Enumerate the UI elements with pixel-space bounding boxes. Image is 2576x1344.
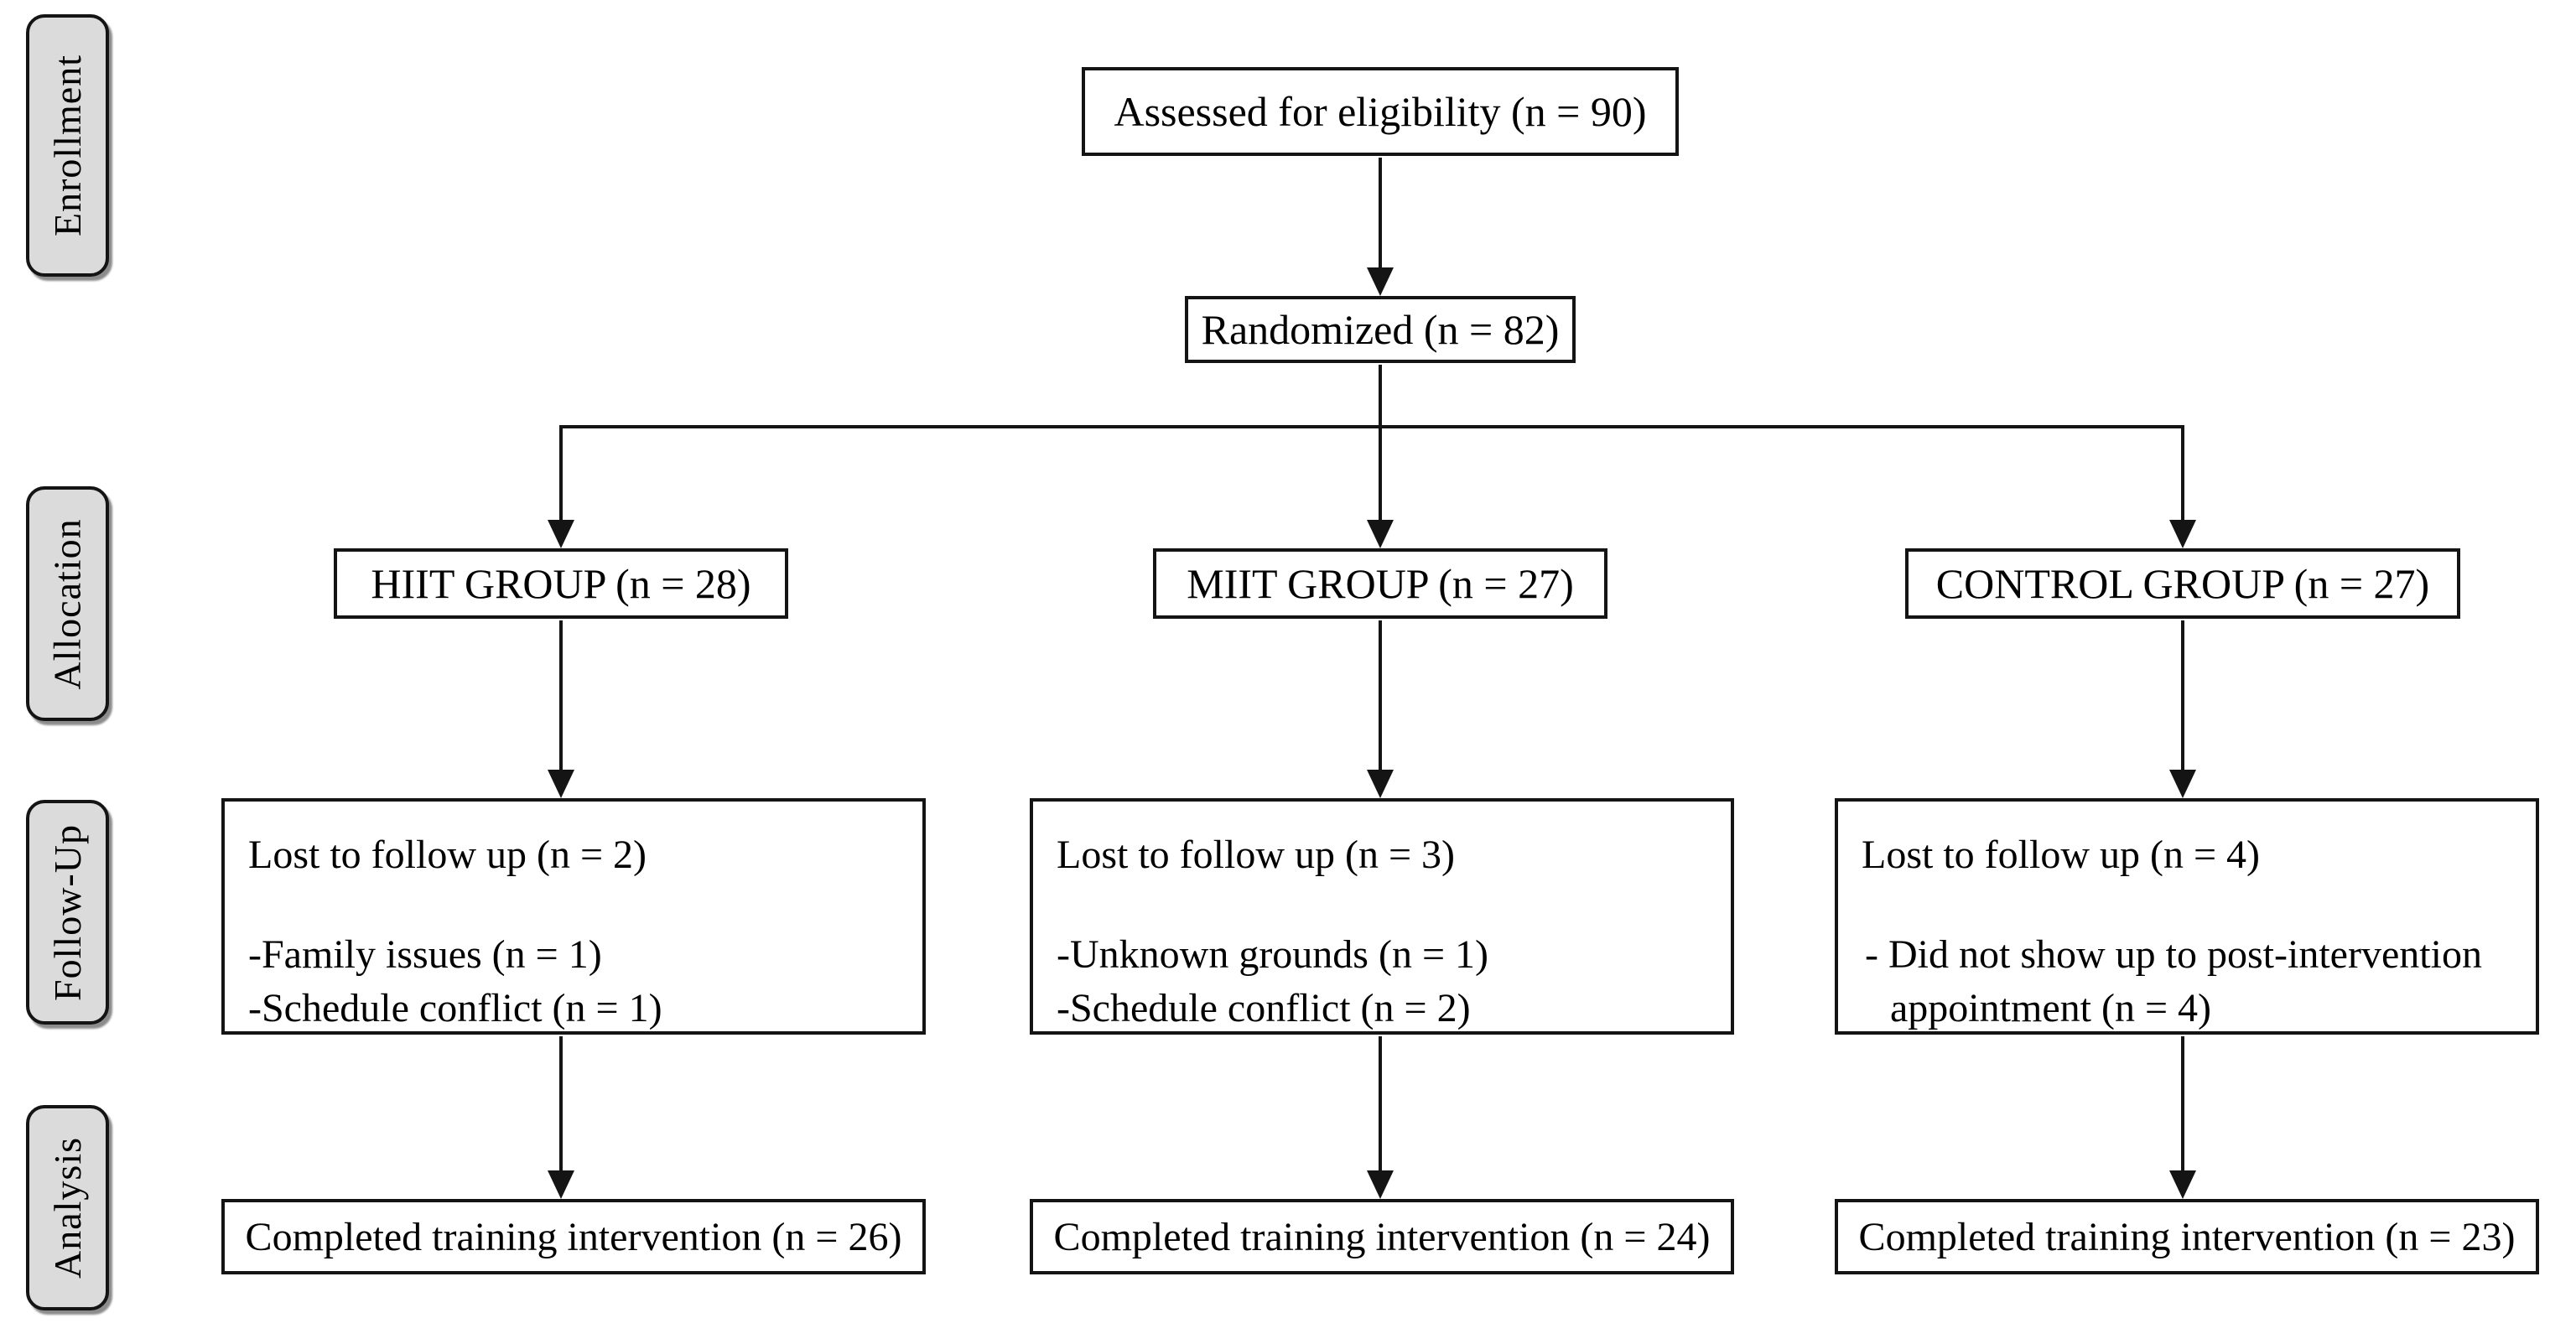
arrow-miit-to-followup-stem [1379,620,1382,771]
followup-title: Lost to follow up (n = 3) [1057,833,1456,877]
followup-reason: -Schedule conflict (n = 2) [1057,985,1471,1030]
stage-label-follow-up: Follow-Up [26,800,109,1025]
arrow-down-icon [548,770,574,798]
followup-reason: -Unknown grounds (n = 1) [1057,932,1489,978]
miit-group-label: MIIT GROUP (n = 27) [1187,560,1574,607]
completed-box-miit: Completed training intervention (n = 24) [1030,1199,1734,1274]
stage-label-analysis: Analysis [26,1105,109,1310]
arrow-branch-to-hiit-stem [559,427,563,522]
control-group-label: CONTROL GROUP (n = 27) [1935,560,2430,607]
completed-label: Completed training intervention (n = 24) [1053,1214,1711,1259]
followup-title: Lost to follow up (n = 2) [248,833,647,877]
followup-reason: -Family issues (n = 1) [248,932,602,978]
stage-label-allocation: Allocation [26,486,109,721]
arrow-followup-to-completed-miit-stem [1379,1036,1382,1170]
followup-title: Lost to follow up (n = 4) [1862,833,2261,877]
arrow-down-icon [548,1170,574,1199]
randomized-label: Randomized (n = 82) [1201,306,1560,353]
followup-box-miit: Lost to follow up (n = 3) -Unknown groun… [1030,798,1734,1035]
randomized-box: Randomized (n = 82) [1185,296,1576,363]
followup-box-control: Lost to follow up (n = 4) - Did not show… [1835,798,2539,1035]
completed-label: Completed training intervention (n = 26) [245,1214,902,1259]
arrow-down-icon [548,520,574,548]
arrow-down-icon [1367,520,1394,548]
arrow-down-icon [1367,770,1394,798]
stage-label-enrollment: Enrollment [26,14,109,277]
stage-label-text: Follow-Up [46,823,89,1001]
arrow-branch-to-miit-stem [1379,428,1382,522]
arrow-control-to-followup-stem [2181,620,2184,771]
arrow-hiit-to-followup-stem [559,620,563,771]
completed-label: Completed training intervention (n = 23) [1858,1214,2516,1259]
assessed-eligibility-label: Assessed for eligibility (n = 90) [1114,88,1647,135]
arrow-followup-to-completed-hiit-stem [559,1036,563,1170]
branch-line [559,425,2184,428]
arrow-randomized-to-branch-stem [1379,365,1382,428]
arrow-down-icon [2169,520,2196,548]
assessed-eligibility-box: Assessed for eligibility (n = 90) [1082,67,1679,156]
hiit-group-label: HIIT GROUP (n = 28) [371,560,751,607]
followup-reason: -Schedule conflict (n = 1) [248,985,662,1030]
completed-box-hiit: Completed training intervention (n = 26) [221,1199,926,1274]
hiit-group-box: HIIT GROUP (n = 28) [334,548,788,619]
control-group-box: CONTROL GROUP (n = 27) [1905,548,2460,619]
followup-reason: - Did not show up to post-intervention a… [1865,932,2482,1030]
arrow-branch-to-control-stem [2181,427,2184,522]
arrow-down-icon [1367,267,1394,296]
arrow-down-icon [2169,770,2196,798]
arrow-followup-to-completed-control-stem [2181,1036,2184,1170]
stage-label-text: Enrollment [46,54,89,236]
stage-label-text: Analysis [46,1137,89,1279]
arrow-down-icon [2169,1170,2196,1199]
arrow-assessed-to-randomized-stem [1379,158,1382,270]
completed-box-control: Completed training intervention (n = 23) [1835,1199,2539,1274]
followup-box-hiit: Lost to follow up (n = 2) -Family issues… [221,798,926,1035]
arrow-down-icon [1367,1170,1394,1199]
stage-label-text: Allocation [46,517,89,690]
miit-group-box: MIIT GROUP (n = 27) [1153,548,1607,619]
